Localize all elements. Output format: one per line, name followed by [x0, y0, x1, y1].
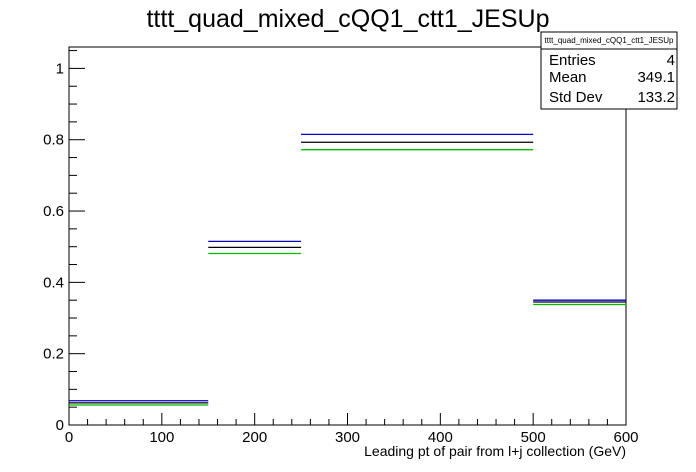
y-tick-label: 0.4 — [43, 274, 64, 291]
histogram-series — [69, 133, 626, 406]
y-tick-label: 0.6 — [43, 203, 64, 220]
y-axis: 0 0.2 0.4 0.6 0.8 1 — [43, 50, 85, 434]
y-tick-label: 0.2 — [43, 346, 64, 363]
y-tick-label: 0.8 — [43, 132, 64, 149]
stats-stddev-label: Std Dev — [549, 89, 603, 106]
stats-box: tttt_quad_mixed_cQQ1_ctt1_JESUp Entries … — [540, 31, 678, 110]
stats-box-name: tttt_quad_mixed_cQQ1_ctt1_JESUp — [545, 36, 675, 45]
x-tick-label: 500 — [521, 429, 546, 446]
stats-stddev-value: 133.2 — [637, 89, 675, 106]
x-tick-label: 0 — [65, 429, 73, 446]
x-tick-label: 600 — [613, 429, 638, 446]
x-axis-label: Leading pt of pair from l+j collection (… — [364, 443, 626, 459]
stats-entries-value: 4 — [667, 52, 675, 69]
y-tick-label: 0 — [56, 417, 64, 434]
series-2 — [69, 141, 626, 404]
series-1 — [69, 133, 626, 402]
stats-entries-label: Entries — [549, 52, 596, 69]
y-tick-label: 1 — [56, 60, 64, 77]
stats-box-frame — [540, 31, 678, 110]
x-tick-label: 100 — [149, 429, 174, 446]
stats-mean-label: Mean — [549, 69, 587, 86]
stats-mean-value: 349.1 — [637, 69, 675, 86]
chart-title: tttt_quad_mixed_cQQ1_ctt1_JESUp — [146, 5, 549, 33]
x-axis: 0 100 200 300 400 500 600 — [65, 413, 639, 446]
series-3 — [69, 149, 626, 406]
x-tick-label: 300 — [335, 429, 360, 446]
x-tick-label: 200 — [242, 429, 267, 446]
x-tick-label: 400 — [428, 429, 453, 446]
